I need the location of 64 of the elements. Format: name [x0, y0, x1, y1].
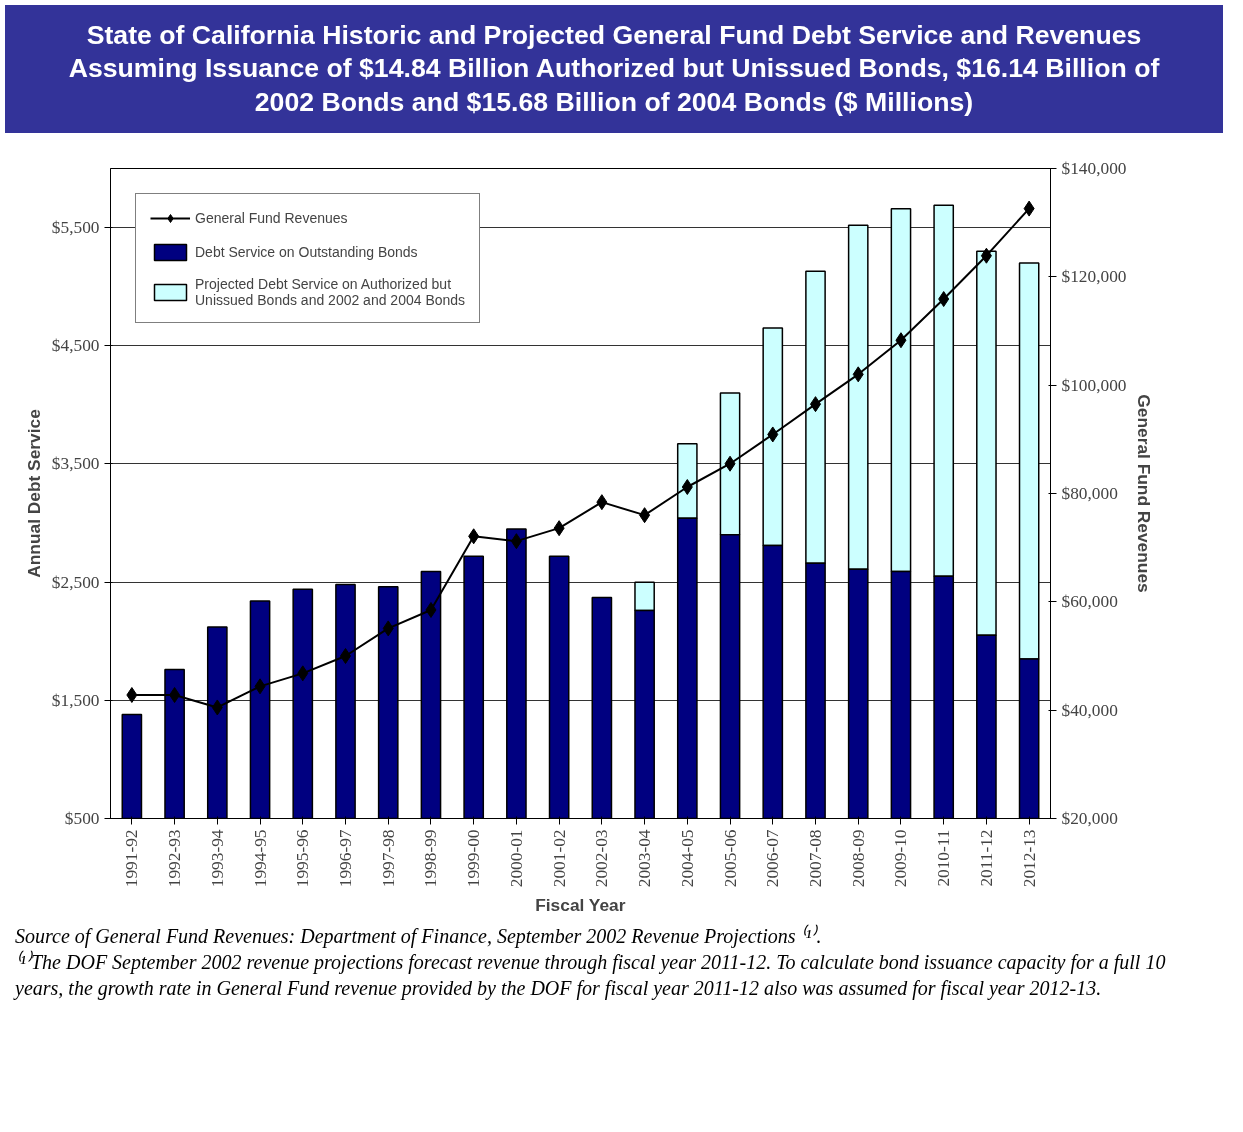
y-tick-label: $2,500: [51, 572, 100, 592]
point: [681, 478, 693, 495]
point: [1023, 200, 1035, 217]
legend-label: Projected Debt Service on Authorized but Unissued Bonds and 2002 and 2004 Bonds: [195, 275, 466, 308]
point: [468, 528, 480, 545]
x-tick-label: 2005-06: [720, 829, 740, 888]
legend-label: Debt Service on Outstanding Bonds: [195, 243, 418, 260]
y2-tick-label: $120,000: [1061, 267, 1127, 287]
x-tick-label: 2001-02: [549, 829, 569, 888]
legend-label: General Fund Revenues: [195, 209, 348, 226]
point: [211, 699, 223, 716]
y2-tick-label: $80,000: [1061, 483, 1118, 503]
x-tick-label: 1998-99: [421, 829, 441, 888]
x-tick-label: 2006-07: [763, 829, 783, 888]
x-tick-label: 1991-92: [122, 829, 142, 888]
y2-tick-label: $40,000: [1061, 700, 1118, 720]
point: [852, 366, 864, 383]
source-note: Source of General Fund Revenues: Department of Finance, September 2002 Revenue Projections ⁽¹⁾.: [15, 924, 822, 947]
point: [639, 507, 651, 524]
x-tick-label: 2011-12: [976, 829, 996, 887]
y-tick-label: $1,500: [51, 690, 100, 710]
point: [382, 620, 394, 637]
y2-tick-label: $60,000: [1061, 592, 1118, 612]
x-tick-label: 2004-05: [677, 829, 697, 888]
x-tick-label: 1993-94: [207, 829, 227, 888]
point: [553, 520, 565, 537]
y2-axis-title: General Fund Revenues: [1134, 394, 1155, 593]
text: ⁽¹⁾The DOF September 2002 revenue projections forecast revenue through fiscal year 2011-12. To calculate bond issuance capacity for a full 10 years, the growth rate in General Fund revenue provided by the DOF for fiscal year 2011-12 also was assumed for fiscal year 2012-13.: [15, 950, 1166, 999]
point: [596, 494, 608, 511]
point: [938, 291, 950, 308]
x-tick-label: 2012-13: [1019, 829, 1039, 888]
y-tick-label: $3,500: [51, 454, 100, 474]
x-tick-label: 2003-04: [635, 829, 655, 888]
y-tick-label: $4,500: [51, 336, 100, 356]
x-axis-title: Fiscal Year: [535, 895, 626, 916]
y2-tick-label: $20,000: [1061, 808, 1118, 828]
x-tick-label: 2009-10: [891, 829, 911, 888]
point: [254, 678, 266, 695]
point: [767, 426, 779, 443]
point: [297, 665, 309, 682]
x-tick-label: 2010-11: [934, 829, 954, 887]
x-tick-label: 1997-98: [378, 829, 398, 888]
point: [425, 601, 437, 618]
x-tick-label: 1992-93: [165, 829, 185, 888]
y-tick-label: $500: [64, 808, 100, 828]
y-axis-title: Annual Debt Service: [23, 408, 44, 578]
point: [510, 533, 522, 550]
x-tick-label: 1995-96: [293, 829, 313, 888]
y2-tick-label: $140,000: [1061, 158, 1127, 178]
x-tick-label: 2002-03: [592, 829, 612, 888]
x-tick-label: 1996-97: [336, 829, 355, 888]
point: [724, 455, 736, 472]
point: [895, 332, 907, 349]
x-tick-label: 2008-09: [848, 829, 868, 888]
x-tick-label: 1999-00: [464, 829, 484, 888]
chart-title: State of California Historic and Projected General Fund Debt Service and Revenues Assuming Issuance of $14.84 Billion Authorized but Unissued Bonds, $16.14 Billion of 2002 Bonds and $15.68 Billion of 2004 Bonds ($ Millions): [67, 19, 1161, 119]
y-tick-label: $5,500: [51, 218, 100, 238]
point: [169, 686, 181, 703]
y2-tick-label: $100,000: [1061, 375, 1127, 395]
x-tick-label: 1994-95: [250, 829, 270, 888]
x-tick-label: 2000-01: [506, 829, 526, 888]
point: [980, 247, 992, 264]
x-tick-label: 2007-08: [806, 829, 825, 888]
point: [126, 686, 138, 703]
